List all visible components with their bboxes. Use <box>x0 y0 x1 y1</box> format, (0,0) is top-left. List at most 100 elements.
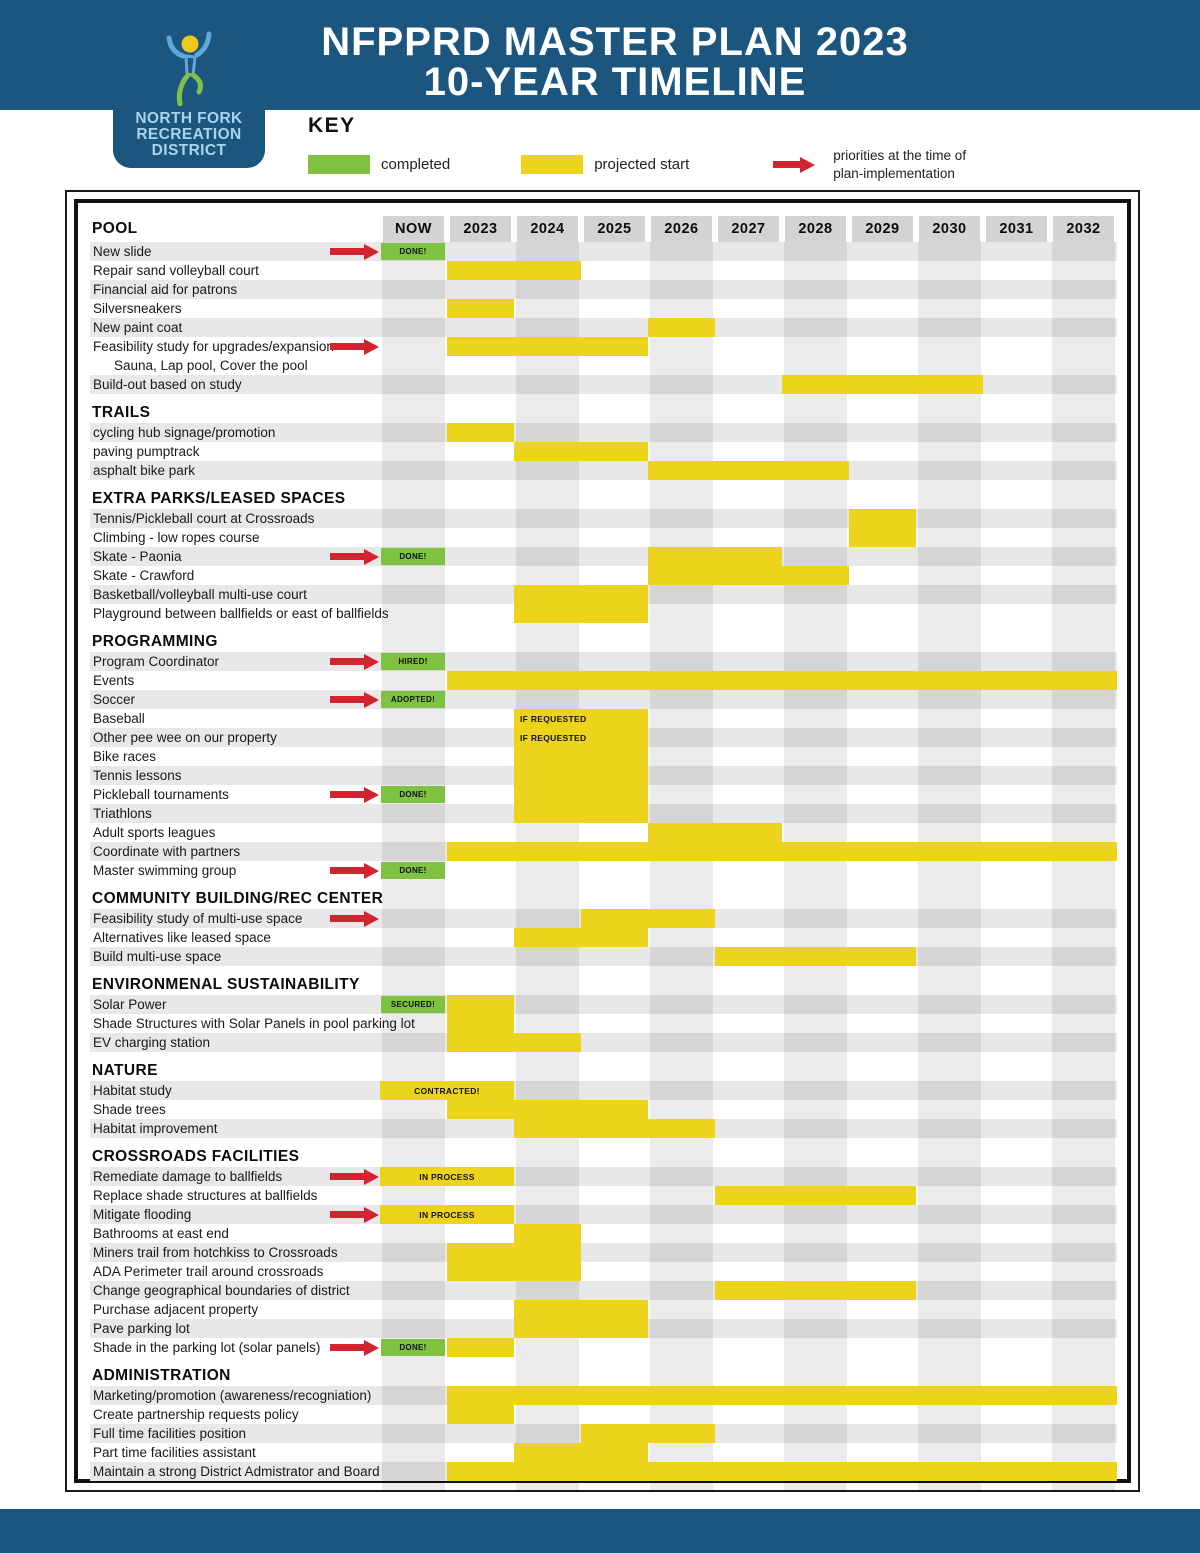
timeline-body: New slide DONE! Repair sand volleyball cou… <box>90 242 1117 1491</box>
row-label: Baseball <box>93 711 145 726</box>
projected-bar <box>715 947 916 966</box>
projected-bar <box>648 566 849 585</box>
priority-arrow-icon <box>330 1339 380 1356</box>
timeline-row: Purchase adjacent property <box>90 1300 1117 1319</box>
row-label: Soccer <box>93 692 136 707</box>
row-label: Bathrooms at east end <box>93 1226 229 1241</box>
projected-bar <box>514 785 648 804</box>
year-header-row: POOL NOW 2023 2024 2025 2026 2027 2028 2029 2030… <box>90 215 1117 242</box>
timeline-row: Triathlons <box>90 804 1117 823</box>
projected-bar <box>447 1243 581 1262</box>
row-label: Feasibility study of multi-use space <box>93 911 303 926</box>
timeline-table-inner: POOL NOW 2023 2024 2025 2026 2027 2028 2029 2030… <box>74 199 1131 1491</box>
projected-bar <box>514 1119 715 1138</box>
projected-bar <box>447 261 581 280</box>
projected-bar <box>447 842 1117 861</box>
projected-bar <box>648 547 782 566</box>
timeline-row: Shade trees <box>90 1100 1117 1119</box>
row-label: Events <box>93 673 135 688</box>
row-label: Climbing - low ropes course <box>93 530 260 545</box>
projected-bar <box>581 909 715 928</box>
timeline-row: Part time facilities assistant <box>90 1443 1117 1462</box>
year-header: 2026 <box>651 215 712 242</box>
row-label: Marketing/promotion (awareness/recogniat… <box>93 1388 372 1403</box>
timeline-row: Build multi-use space <box>90 947 1117 966</box>
projected-bar <box>447 1100 648 1119</box>
timeline-row: Sauna, Lap pool, Cover the pool <box>90 356 1117 375</box>
timeline-row: Maintain a strong District Admistrator a… <box>90 1462 1117 1481</box>
row-label: Skate - Crawford <box>93 568 195 583</box>
legend-title: KEY <box>308 114 356 137</box>
priority-arrow-icon <box>330 338 380 355</box>
row-label: Repair sand volleyball court <box>93 263 259 278</box>
row-label: Program Coordinator <box>93 654 220 669</box>
projected-bar <box>715 1186 916 1205</box>
timeline-row: Bike races <box>90 747 1117 766</box>
row-label: Miners trail from hotchkiss to Crossroad… <box>93 1245 338 1260</box>
timeline-row: EV charging station <box>90 1033 1117 1052</box>
completed-badge: DONE! <box>381 1339 445 1356</box>
timeline-row: Other pee wee on our property IF REQUESTE… <box>90 728 1117 747</box>
projected-swatch <box>521 155 584 175</box>
timeline-row: New paint coat <box>90 318 1117 337</box>
timeline-row: Alternatives like leased space <box>90 928 1117 947</box>
year-header: 2029 <box>852 215 913 242</box>
timeline-row: Mitigate flooding IN PROCESS <box>90 1205 1117 1224</box>
footer-band <box>0 1509 1200 1553</box>
row-label: Change geographical boundaries of distri… <box>93 1283 350 1298</box>
row-label: Shade in the parking lot (solar panels) <box>93 1340 321 1355</box>
section-title: CROSSROADS FACILITIES <box>92 1147 300 1165</box>
section-title: ADMINISTRATION <box>92 1366 231 1384</box>
timeline-row: Shade Structures with Solar Panels in po… <box>90 1014 1117 1033</box>
row-label: Pave parking lot <box>93 1321 190 1336</box>
priority-arrow-label: priorities at the time of plan-implement… <box>833 148 967 181</box>
projected-bar <box>849 509 916 528</box>
row-label: Build multi-use space <box>93 949 222 964</box>
page-title: NFPPRD MASTER PLAN 2023 10-YEAR TIMELINE <box>0 22 1200 102</box>
row-label: Skate - Paonia <box>93 549 182 564</box>
timeline-row: Events <box>90 671 1117 690</box>
projected-bar <box>648 823 782 842</box>
timeline-row: Habitat improvement <box>90 1119 1117 1138</box>
year-header: 2030 <box>919 215 980 242</box>
row-label: Playground between ballfields or east of… <box>93 606 389 621</box>
timeline-row: Master swimming group DONE! <box>90 861 1117 880</box>
projected-bar <box>514 1443 648 1462</box>
timeline-row: Baseball IF REQUESTED <box>90 709 1117 728</box>
timeline-row: Habitat study CONTRACTED! <box>90 1081 1117 1100</box>
projected-bar <box>447 1014 514 1033</box>
priority-arrow-icon <box>330 862 380 879</box>
timeline-row: cycling hub signage/promotion <box>90 423 1117 442</box>
priority-arrow-icon <box>330 653 380 670</box>
priority-arrow-icon <box>330 243 380 260</box>
row-label: Purchase adjacent property <box>93 1302 259 1317</box>
jumping-figure-icon <box>166 31 212 107</box>
year-header: 2032 <box>1053 215 1114 242</box>
projected-bar <box>447 671 1117 690</box>
timeline-row: ADA Perimeter trail around crossroads <box>90 1262 1117 1281</box>
row-label: Shade trees <box>93 1102 166 1117</box>
district-logo-text: NORTH FORK RECREATION DISTRICT <box>135 110 243 159</box>
row-label: Sauna, Lap pool, Cover the pool <box>114 358 308 373</box>
timeline-row: Program Coordinator HIRED! <box>90 652 1117 671</box>
projected-bar <box>447 337 648 356</box>
timeline-row: Change geographical boundaries of distri… <box>90 1281 1117 1300</box>
row-label: Coordinate with partners <box>93 844 241 859</box>
section-title: POOL <box>92 219 138 237</box>
projected-bar: IN PROCESS <box>380 1205 514 1224</box>
year-header: 2027 <box>718 215 779 242</box>
completed-badge: HIRED! <box>381 653 445 670</box>
timeline-row: Financial aid for patrons <box>90 280 1117 299</box>
timeline-row: Silversneakers <box>90 299 1117 318</box>
row-label: Master swimming group <box>93 863 237 878</box>
projected-bar <box>447 1405 514 1424</box>
year-header: 2024 <box>517 215 578 242</box>
projected-bar <box>514 442 648 461</box>
timeline-row: asphalt bike park <box>90 461 1117 480</box>
timeline-row: Create partnership requests policy <box>90 1405 1117 1424</box>
section-title: NATURE <box>92 1061 158 1079</box>
row-label: Triathlons <box>93 806 152 821</box>
projected-label: projected start <box>594 156 690 174</box>
timeline-row: paving pumptrack <box>90 442 1117 461</box>
row-label: Create partnership requests policy <box>93 1407 299 1422</box>
